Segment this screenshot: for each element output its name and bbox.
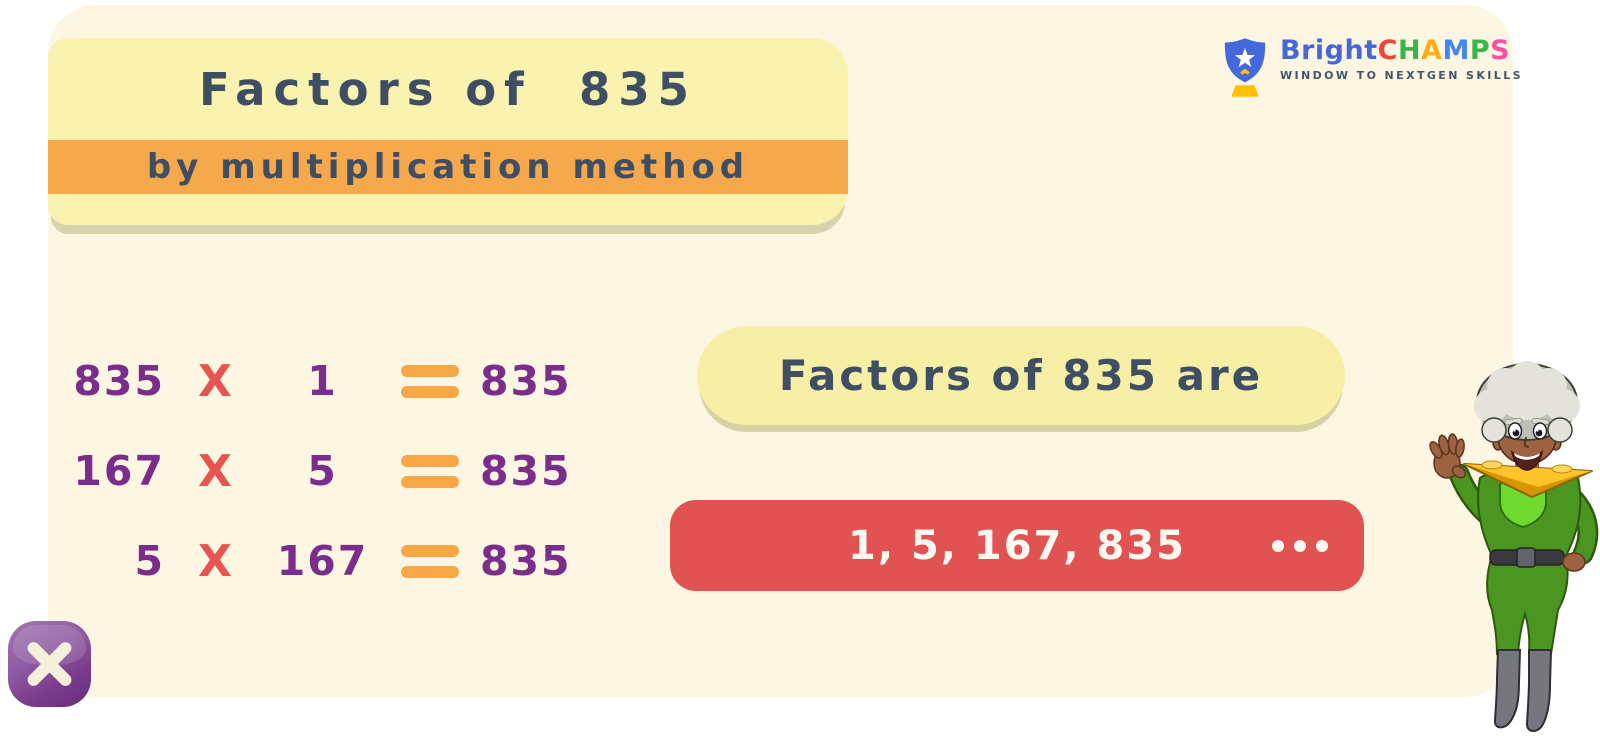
product: 835 [480, 357, 572, 405]
product: 835 [480, 537, 572, 585]
equals-icon [380, 544, 480, 578]
logo-text: BrightCHAMPS WINDOW TO NEXTGEN SKILLS [1280, 36, 1523, 83]
ellipsis-icon [1272, 539, 1328, 552]
equation-row: 835 X 1 835 [70, 336, 572, 426]
page-subtitle: by multiplication method [146, 147, 750, 187]
mascot-boots [1493, 649, 1553, 732]
answer-heading: Factors of 835 are [778, 351, 1264, 400]
logo-tagline: WINDOW TO NEXTGEN SKILLS [1280, 69, 1523, 82]
shield-trophy-icon [1224, 38, 1266, 97]
answer-values-pill: 1, 5, 167, 835 [670, 500, 1364, 591]
answer-values: 1, 5, 167, 835 [847, 522, 1187, 569]
answer-heading-pill: Factors of 835 are [697, 326, 1345, 425]
logo-letter: M [1442, 35, 1470, 66]
equals-icon [380, 364, 480, 398]
brightchamps-logo: BrightCHAMPS WINDOW TO NEXTGEN SKILLS [1222, 36, 1523, 100]
times-icon: X [198, 535, 232, 587]
logo-letter: S [1490, 35, 1511, 66]
logo-letter: H [1397, 35, 1422, 66]
logo-bright: Bright [1280, 35, 1378, 66]
logo-wordmark: BrightCHAMPS [1280, 36, 1523, 66]
times-icon: X [198, 355, 232, 407]
close-button[interactable] [8, 621, 91, 707]
factor-equations: 835 X 1 835 167 X 5 835 5 X 167 835 [70, 336, 572, 606]
times-icon: X [198, 445, 232, 497]
factor-a: 167 [73, 447, 165, 495]
mascot-head [1474, 361, 1580, 471]
equation-row: 167 X 5 835 [70, 426, 572, 516]
subtitle-band: by multiplication method [48, 140, 848, 194]
logo-letter: C [1377, 35, 1398, 66]
page-title: Factors of 835 [199, 62, 697, 116]
equals-icon [380, 454, 480, 488]
equation-row: 5 X 167 835 [70, 516, 572, 606]
logo-letter: P [1469, 35, 1491, 66]
factor-b: 5 [307, 447, 338, 495]
title-banner: Factors of 835 by multiplication method [48, 38, 848, 225]
factor-b: 1 [307, 357, 338, 405]
mascot-character [1429, 361, 1599, 732]
logo-letter: A [1421, 35, 1443, 66]
product: 835 [480, 447, 572, 495]
factor-a: 5 [134, 537, 165, 585]
factor-a: 835 [73, 357, 165, 405]
factor-b: 167 [276, 537, 369, 585]
